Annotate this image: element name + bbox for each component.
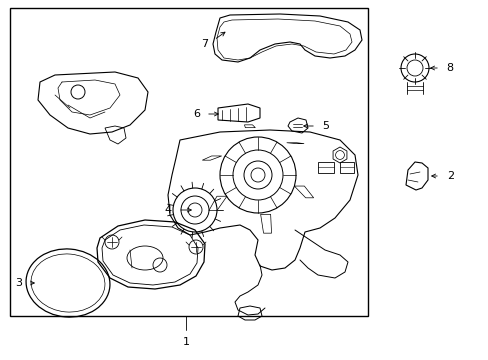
Text: 1: 1 <box>182 337 189 347</box>
Text: 2: 2 <box>446 171 453 181</box>
Text: 4: 4 <box>164 205 172 215</box>
Bar <box>339 162 353 173</box>
Bar <box>317 162 333 173</box>
Text: 7: 7 <box>201 39 207 49</box>
Text: 6: 6 <box>193 109 200 119</box>
Bar <box>10 8 367 316</box>
Text: 3: 3 <box>15 278 22 288</box>
Text: 5: 5 <box>321 121 328 131</box>
Text: 8: 8 <box>445 63 452 73</box>
